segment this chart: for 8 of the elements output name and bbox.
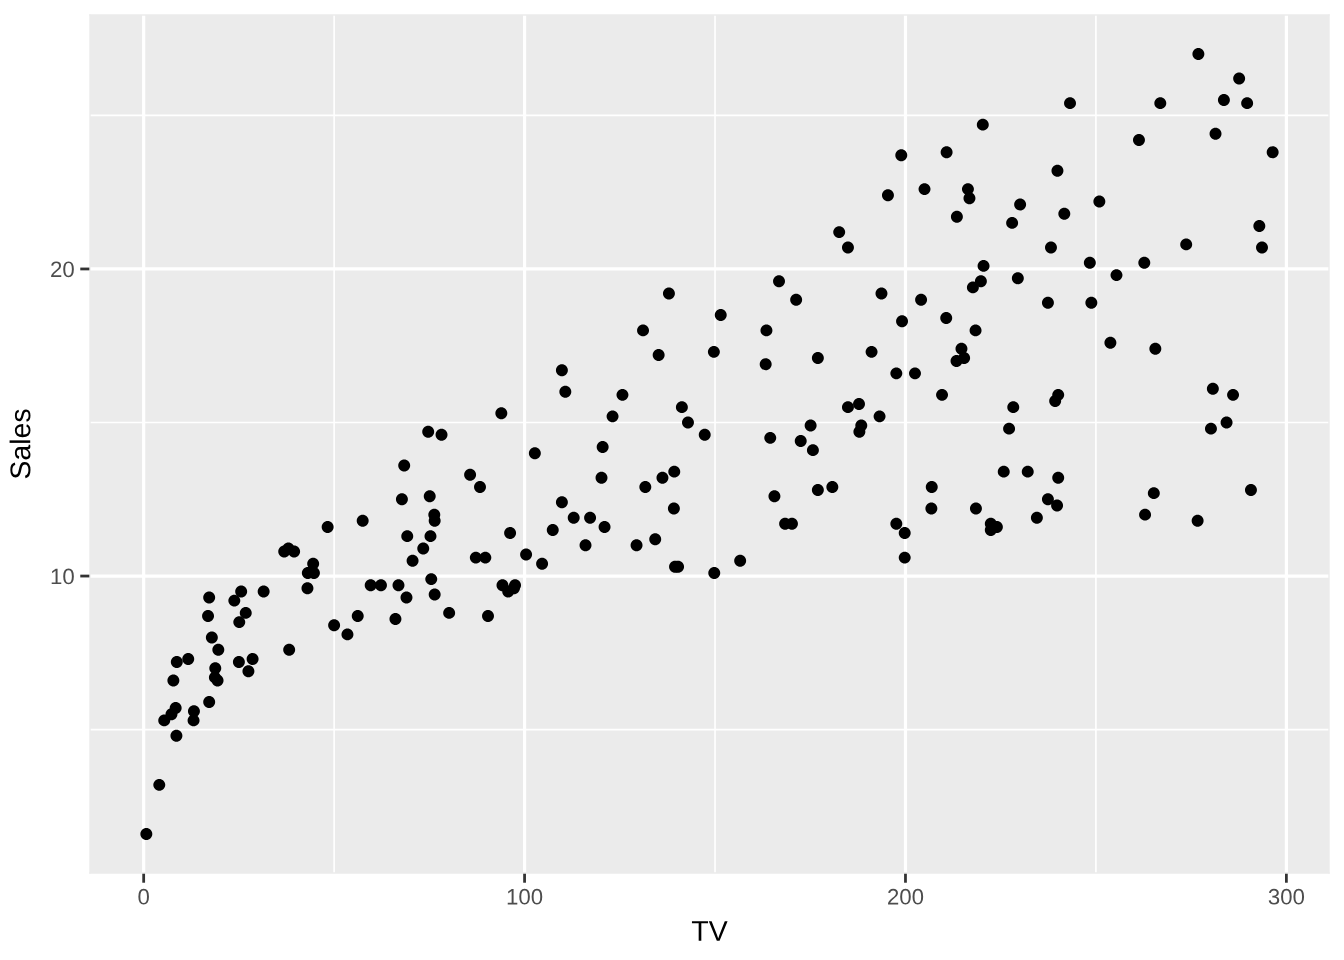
y-tick-label: 20 (51, 261, 74, 278)
x-tick-label: 100 (507, 888, 543, 905)
x-axis-title: TV (691, 921, 728, 941)
x-tick-label: 300 (1268, 888, 1305, 905)
x-tick-label: 0 (138, 888, 149, 905)
x-tick-label: 200 (888, 888, 924, 905)
y-tick-label: 10 (51, 568, 74, 585)
y-axis-title: Sales (9, 409, 31, 479)
